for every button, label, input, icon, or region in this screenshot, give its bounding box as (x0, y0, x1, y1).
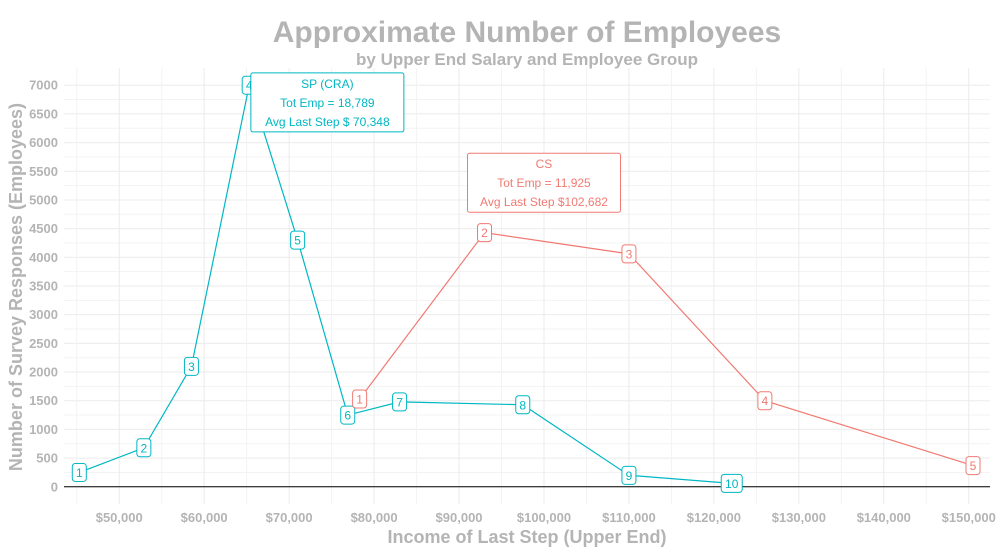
y-axis-title: Number of Survey Responses (Employees) (6, 103, 26, 471)
x-tick-label: $70,000 (266, 510, 313, 525)
x-tick-label: $130,000 (772, 510, 826, 525)
y-tick-label: 7000 (29, 78, 58, 93)
point-marker (720, 473, 743, 493)
point-marker (290, 230, 306, 250)
point-marker (352, 389, 368, 409)
x-tick-label: $110,000 (602, 510, 656, 525)
point-marker (621, 244, 637, 264)
point-label: 8 (519, 398, 526, 412)
point-marker (71, 462, 87, 482)
point-label: 5 (294, 234, 301, 248)
y-tick-label: 0 (51, 479, 58, 494)
series-annotation: SP (CRA) Tot Emp = 18,789 Avg Last Step $ … (250, 72, 405, 133)
point-marker (757, 391, 773, 411)
x-tick-label: $120,000 (687, 510, 741, 525)
point-label: 5 (970, 459, 977, 473)
point-label: 4 (762, 394, 769, 408)
x-tick-label: $60,000 (181, 510, 228, 525)
series-1: 1 2 3 4 5 6 7 8 9 10 (71, 75, 743, 493)
y-tick-label: 3500 (29, 279, 58, 294)
series-line (359, 232, 974, 467)
point-marker (136, 438, 152, 458)
point-label: 2 (141, 441, 148, 455)
annotation-box (250, 72, 405, 133)
y-tick-label: 6000 (29, 135, 58, 150)
annotation-line: Avg Last Step $ 70,348 (265, 115, 390, 129)
y-tick-label: 2000 (29, 365, 58, 380)
x-tick-label: $90,000 (436, 510, 483, 525)
point-marker (965, 456, 981, 476)
y-axis-ticks: 0 500 1000 1500 2000 2500 3000 3500 4000 4500 5000… (29, 78, 58, 495)
point-marker (392, 392, 408, 412)
annotation-line: Tot Emp = 11,925 (497, 176, 591, 190)
point-marker (477, 223, 493, 243)
point-marker (183, 356, 199, 376)
point-label: 4 (246, 79, 253, 93)
point-label: 2 (481, 226, 488, 240)
annotations-layer: SP (CRA) Tot Emp = 18,789 Avg Last Step $ … (250, 72, 621, 213)
y-tick-label: 2500 (29, 336, 58, 351)
y-tick-label: 500 (36, 451, 58, 466)
x-tick-label: $140,000 (857, 510, 911, 525)
y-tick-label: 1000 (29, 422, 58, 437)
series-layer: 1 2 3 4 5 6 7 8 9 10 1 2 3 4 5 (71, 75, 981, 493)
point-marker (515, 395, 531, 415)
annotation-line: Tot Emp = 18,789 (280, 96, 375, 110)
x-tick-label: $150,000 (942, 510, 996, 525)
chart-title: Approximate Number of Employees (273, 16, 781, 49)
y-tick-label: 5500 (29, 164, 58, 179)
point-label: 3 (626, 247, 633, 261)
y-tick-label: 4000 (29, 250, 58, 265)
y-tick-label: 3000 (29, 307, 58, 322)
x-tick-label: $80,000 (351, 510, 398, 525)
point-label: 7 (396, 395, 403, 409)
point-marker (340, 405, 356, 425)
x-axis-ticks: $50,000 $60,000 $70,000 $80,000 $90,000 $100,… (96, 510, 996, 525)
series-2: 1 2 3 4 5 (352, 223, 981, 476)
x-tick-label: $50,000 (96, 510, 143, 525)
chart-subtitle: by Upper End Salary and Employee Group (356, 50, 698, 69)
x-tick-label: $100,000 (517, 510, 571, 525)
x-axis-title: Income of Last Step (Upper End) (387, 527, 666, 547)
point-label: 3 (188, 360, 195, 374)
y-tick-label: 6500 (29, 106, 58, 121)
point-label: 10 (725, 477, 739, 491)
y-tick-label: 1500 (29, 393, 58, 408)
annotation-box (466, 152, 621, 213)
point-label: 1 (76, 466, 83, 480)
annotation-line: SP (CRA) (301, 77, 353, 91)
y-tick-label: 4500 (29, 221, 58, 236)
series-line (79, 82, 732, 484)
annotation-line: Avg Last Step $102,682 (480, 195, 608, 209)
gridlines (64, 68, 990, 504)
annotation-line: CS (536, 157, 553, 171)
point-marker (621, 465, 637, 485)
series-annotation: CS Tot Emp = 11,925 Avg Last Step $102,682 (466, 152, 621, 213)
y-tick-label: 5000 (29, 192, 58, 207)
point-label: 6 (344, 409, 351, 423)
point-label: 1 (356, 393, 363, 407)
point-label: 9 (626, 469, 633, 483)
